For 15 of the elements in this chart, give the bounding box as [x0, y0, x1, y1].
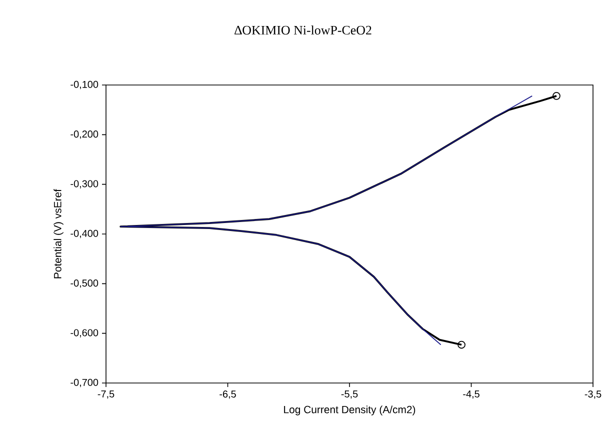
y-tick-label: -0,200 [70, 130, 98, 139]
x-tick-label: -7,5 [98, 390, 114, 399]
y-tick-label: -0,400 [70, 230, 98, 238]
x-tick-label: -3,5 [584, 390, 602, 399]
y-tick-label: -0,300 [70, 180, 98, 188]
x-tick-label: -6,5 [220, 390, 236, 399]
x-axis-title: Log Current Density (A/cm2) [284, 406, 416, 416]
chart-title: ΔΟΚΙΜΙΟ Ni-lowP-CeO2 [234, 25, 372, 35]
y-tick-label: -0,700 [70, 378, 98, 388]
x-tick-label: -4,5 [463, 390, 480, 399]
x-tick-label: -5,5 [341, 390, 358, 399]
y-axis-title: Potential (V) vsEref [54, 188, 64, 278]
y-tick-label: -0,600 [70, 329, 98, 338]
y-tick-label: -0,100 [70, 80, 98, 90]
y-tick-label: -0,500 [70, 280, 98, 288]
